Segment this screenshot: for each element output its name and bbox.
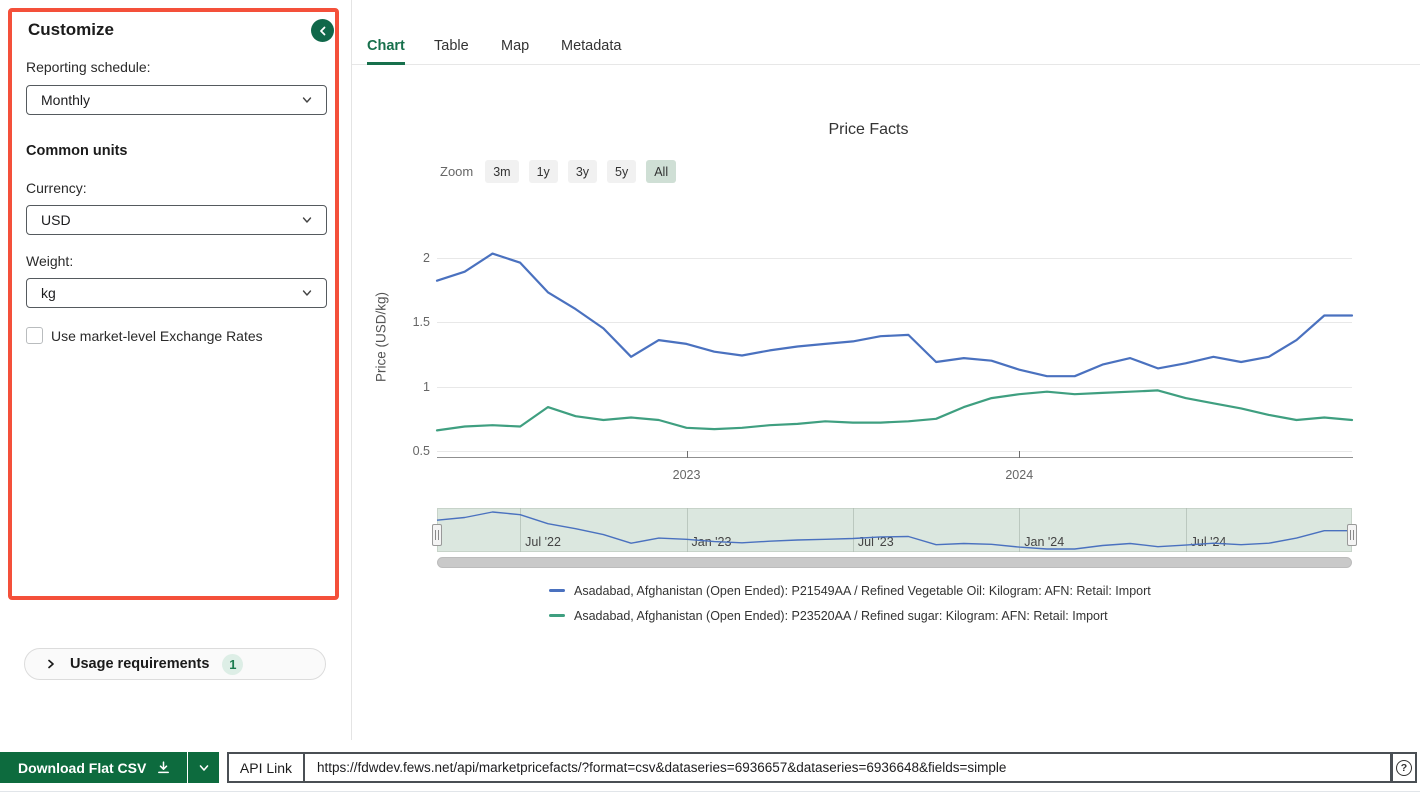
weight-select[interactable]: kg (26, 278, 327, 308)
y-tick-label: 1 (385, 379, 430, 395)
exchange-rates-row: Use market-level Exchange Rates (26, 327, 263, 344)
chart-title: Price Facts (437, 121, 1300, 139)
download-options-caret[interactable] (188, 752, 219, 783)
handle-grip-icon (435, 530, 439, 540)
navigator-tick-label: Jul '23 (858, 535, 894, 549)
legend-series-name: Asadabad, Afghanistan (Open Ended): P235… (574, 609, 1108, 623)
zoom-range-selector: Zoom 3m 1y 3y 5y All (440, 160, 676, 183)
zoom-button-3y[interactable]: 3y (568, 160, 597, 183)
y-tick-label: 1.5 (385, 314, 430, 330)
common-units-heading: Common units (26, 143, 128, 159)
legend-item[interactable]: Asadabad, Afghanistan (Open Ended): P215… (549, 578, 1151, 603)
navigator-tick-label: Jan '24 (1024, 535, 1064, 549)
y-axis-title: Price (USD/kg) (374, 292, 389, 382)
legend-item[interactable]: Asadabad, Afghanistan (Open Ended): P235… (549, 603, 1151, 628)
tab-chart[interactable]: Chart (367, 30, 405, 65)
download-icon (156, 760, 171, 775)
y-gridline (437, 451, 1352, 452)
legend-line-swatch (549, 614, 565, 617)
api-link-label: API Link (229, 754, 305, 781)
api-help-button[interactable]: ? (1391, 752, 1417, 783)
zoom-button-1y[interactable]: 1y (529, 160, 558, 183)
chart-legend: Asadabad, Afghanistan (Open Ended): P215… (549, 578, 1151, 628)
navigator-tick-label: Jul '22 (525, 535, 561, 549)
navigator-gridline (1019, 508, 1020, 552)
reporting-schedule-select[interactable]: Monthly (26, 85, 327, 115)
y-gridline (437, 322, 1352, 323)
tab-table[interactable]: Table (434, 30, 469, 65)
chevron-left-icon (317, 25, 329, 37)
api-link-box: API Link https://fdwdev.fews.net/api/mar… (227, 752, 1392, 783)
reporting-schedule-label: Reporting schedule: (26, 59, 151, 75)
navigator-gridline (520, 508, 521, 552)
chevron-down-icon (197, 761, 211, 775)
question-mark-icon: ? (1396, 760, 1412, 776)
x-tick-mark (1019, 451, 1020, 458)
usage-requirements-label: Usage requirements (70, 656, 209, 672)
navigator-right-handle[interactable] (1347, 524, 1357, 546)
download-button-label: Download Flat CSV (18, 760, 146, 776)
handle-grip-icon (1350, 530, 1354, 540)
zoom-button-3m[interactable]: 3m (485, 160, 518, 183)
x-axis-line (437, 457, 1353, 458)
legend-line-swatch (549, 589, 565, 592)
download-flat-csv-button[interactable]: Download Flat CSV (0, 752, 187, 783)
chevron-down-icon (300, 93, 314, 107)
download-split-button: Download Flat CSV (0, 752, 219, 783)
page-bottom-border (0, 791, 1420, 792)
api-url-field[interactable]: https://fdwdev.fews.net/api/marketpricef… (305, 754, 1390, 781)
sidebar-divider (351, 0, 352, 740)
currency-label: Currency: (26, 180, 87, 196)
usage-requirements-count-badge: 1 (222, 654, 243, 675)
zoom-button-all[interactable]: All (646, 160, 676, 183)
navigator-left-handle[interactable] (432, 524, 442, 546)
x-tick-label: 2024 (989, 468, 1049, 482)
zoom-button-5y[interactable]: 5y (607, 160, 636, 183)
chevron-right-icon (45, 658, 57, 670)
currency-select[interactable]: USD (26, 205, 327, 235)
zoom-label: Zoom (440, 164, 473, 179)
y-gridline (437, 387, 1352, 388)
collapse-sidebar-button[interactable] (311, 19, 334, 42)
exchange-rates-checkbox[interactable] (26, 327, 43, 344)
navigator-gridline (1186, 508, 1187, 552)
legend-series-name: Asadabad, Afghanistan (Open Ended): P215… (574, 584, 1151, 598)
navigator-tick-label: Jan '23 (692, 535, 732, 549)
navigator-gridline (687, 508, 688, 552)
chart-horizontal-scrollbar[interactable] (437, 557, 1352, 568)
chevron-down-icon (300, 213, 314, 227)
app-window: Customize Reporting schedule: Monthly Co… (0, 0, 1420, 802)
y-tick-label: 0.5 (385, 443, 430, 459)
tab-metadata[interactable]: Metadata (561, 30, 621, 65)
navigator-tick-label: Jul '24 (1191, 535, 1227, 549)
exchange-rates-label: Use market-level Exchange Rates (51, 328, 263, 344)
chevron-down-icon (300, 286, 314, 300)
y-tick-label: 2 (385, 250, 430, 266)
customize-panel-title: Customize (28, 20, 114, 40)
currency-value: USD (41, 212, 300, 228)
usage-requirements-expander[interactable]: Usage requirements 1 (24, 648, 326, 680)
weight-value: kg (41, 285, 300, 301)
reporting-schedule-value: Monthly (41, 92, 300, 108)
weight-label: Weight: (26, 253, 73, 269)
tab-map[interactable]: Map (501, 30, 529, 65)
x-tick-label: 2023 (657, 468, 717, 482)
y-gridline (437, 258, 1352, 259)
navigator-gridline (853, 508, 854, 552)
x-tick-mark (687, 451, 688, 458)
